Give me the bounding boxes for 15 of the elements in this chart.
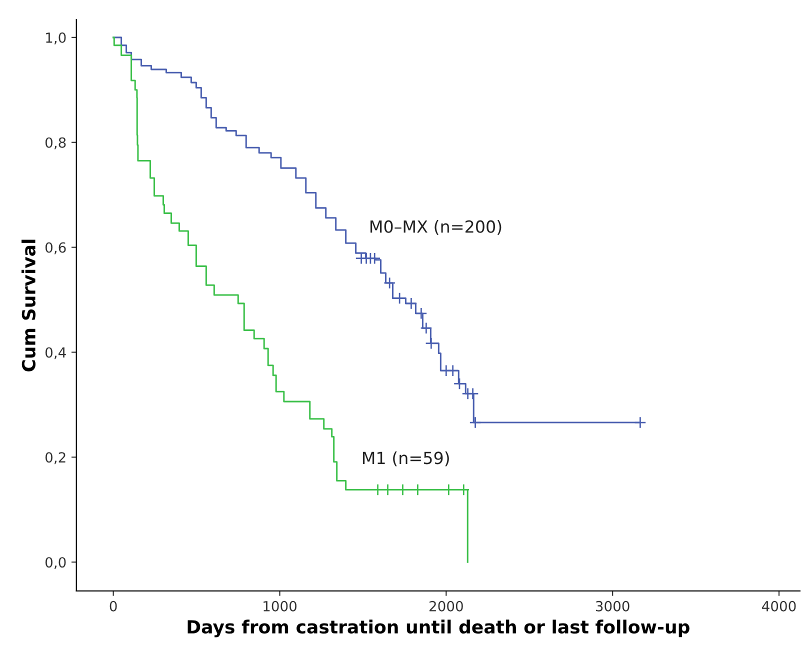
series-label: M1 (n=59) — [362, 451, 449, 466]
y-tick-label: 0,0 — [45, 557, 66, 569]
y-tick-label: 0,2 — [45, 452, 66, 464]
x-tick-label: 0 — [110, 600, 117, 612]
y-axis-title: Cum Survival — [22, 240, 36, 372]
x-tick-label: 4000 — [762, 600, 796, 612]
y-tick-label: 0,8 — [45, 137, 66, 150]
x-tick-label: 2000 — [430, 600, 463, 612]
series-label: M0–MX (n=200) — [370, 220, 502, 235]
y-tick-label: 0,4 — [45, 347, 66, 360]
x-axis-title: Days from castration until death or last follow-up — [188, 620, 690, 638]
y-tick-label: 0,6 — [45, 242, 66, 254]
y-tick-label: 1,0 — [46, 32, 66, 44]
x-tick-label: 3000 — [596, 600, 630, 612]
x-tick-label: 1000 — [264, 600, 296, 612]
